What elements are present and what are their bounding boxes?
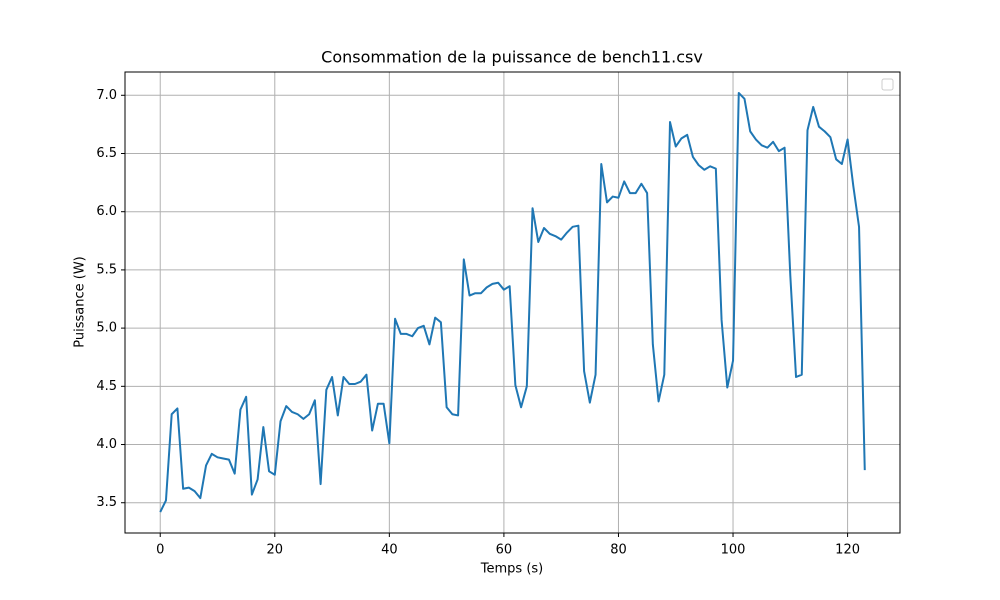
y-tick-label: 3.5	[96, 495, 117, 510]
legend-box	[881, 78, 894, 91]
x-tick-label: 120	[835, 543, 860, 558]
chart-title: Consommation de la puissance de bench11.…	[321, 48, 703, 67]
x-tick-label: 20	[267, 543, 284, 558]
y-tick-label: 6.0	[96, 204, 117, 219]
grid	[125, 72, 900, 533]
x-tick-label: 0	[156, 543, 164, 558]
y-tick-label: 5.5	[96, 262, 117, 277]
axes-frame	[124, 71, 901, 534]
x-axis-label: Temps (s)	[480, 562, 543, 577]
y-tick-label: 6.5	[96, 146, 117, 161]
y-tick-label: 7.0	[96, 88, 117, 103]
data-line	[159, 91, 866, 513]
x-tick-label: 60	[496, 543, 513, 558]
x-tick-label: 80	[610, 543, 627, 558]
x-tick-label: 40	[381, 543, 398, 558]
plot	[159, 91, 866, 513]
y-tick-label: 4.5	[96, 379, 117, 394]
x-tick-label: 100	[721, 543, 746, 558]
y-axis-label: Puissance (W)	[73, 256, 88, 348]
y-tick-label: 5.0	[96, 321, 117, 336]
y-tick-label: 4.0	[96, 437, 117, 452]
